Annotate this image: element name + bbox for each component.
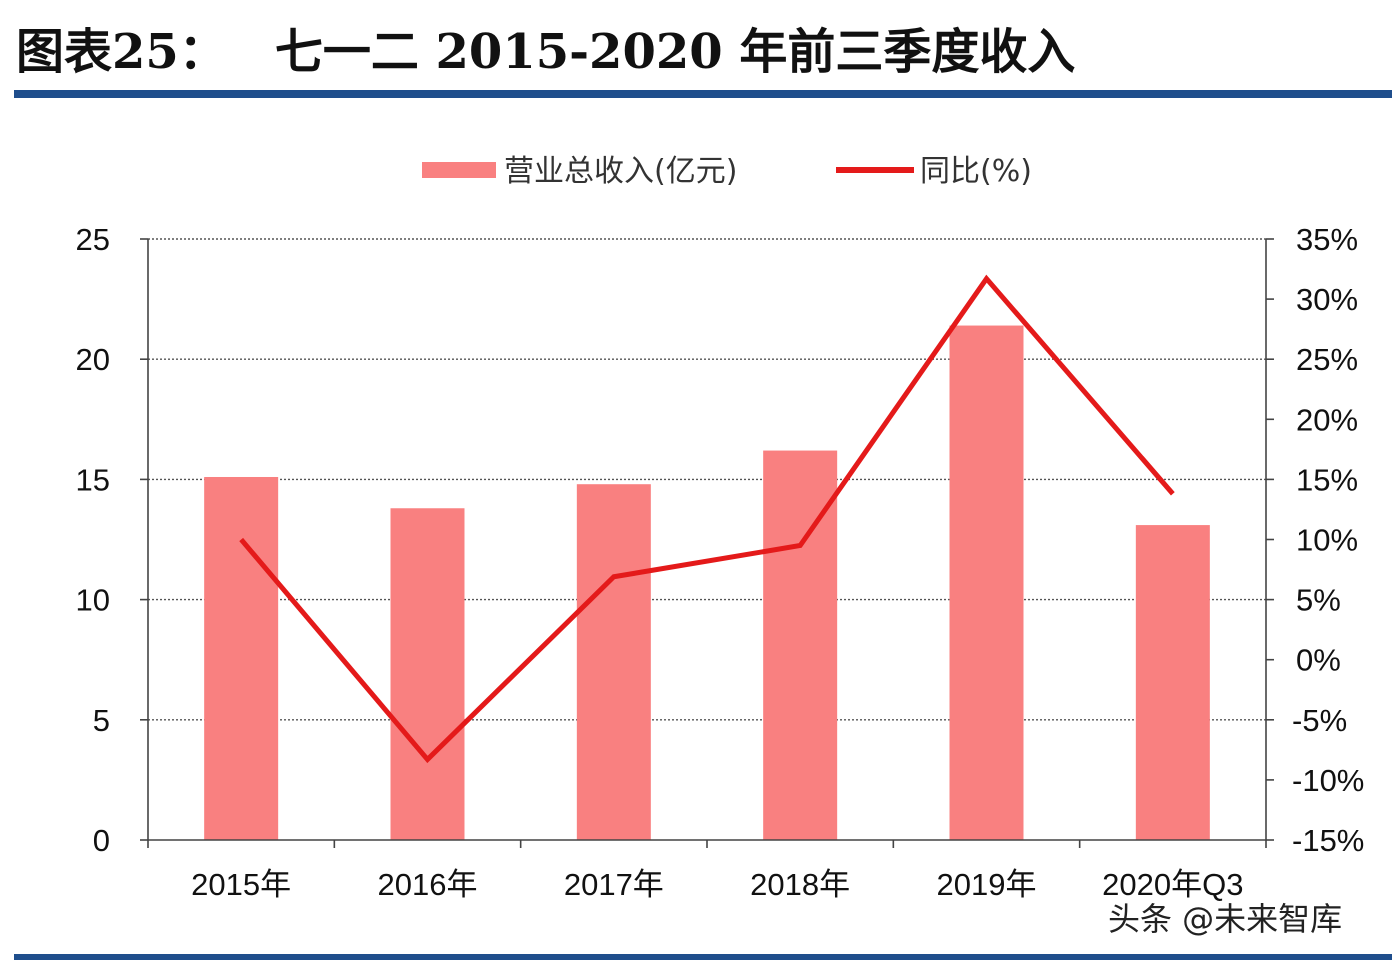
left-axis-tick-label: 25 — [76, 222, 110, 257]
watermark: 头条 @未来智库 — [1108, 900, 1343, 938]
left-axis-tick-label: 20 — [76, 342, 110, 377]
x-axis-tick-label: 2019年 — [937, 867, 1037, 902]
left-axis-tick-label: 5 — [93, 703, 110, 738]
legend-swatch-bar — [422, 162, 496, 178]
bar-series — [204, 325, 1210, 840]
right-axis-tick-label: 35% — [1296, 222, 1358, 257]
left-axis-tick-label: 10 — [76, 583, 110, 618]
figure-title: 七一二 2015-2020 年前三季度收入 — [274, 24, 1076, 80]
line-series — [239, 274, 1175, 764]
legend: 营业总收入(亿元) 同比(%) — [422, 154, 1032, 189]
gridlines — [148, 238, 1266, 721]
right-axis-tick-label: 15% — [1296, 462, 1358, 497]
right-axis-tick-label: 0% — [1296, 643, 1341, 678]
x-axis-tick-label: 2018年 — [750, 867, 850, 902]
right-axis-tick-label: 20% — [1296, 402, 1358, 437]
bar — [1135, 525, 1210, 840]
figure-label: 图表25： — [16, 24, 227, 80]
right-axis-tick-label: -15% — [1292, 823, 1364, 858]
x-axis-tick-label: 2016年 — [378, 867, 478, 902]
x-axis-tick-label: 2015年 — [191, 867, 291, 902]
title-rule — [14, 90, 1392, 98]
footer-rule — [14, 954, 1392, 960]
legend-label-bar: 营业总收入(亿元) — [504, 154, 737, 189]
bar — [204, 476, 279, 840]
yoy-line — [239, 274, 1175, 764]
bar — [949, 325, 1024, 840]
chart-title: 图表25： 七一二 2015-2020 年前三季度收入 — [16, 14, 1376, 80]
left-axis-tick-label: 0 — [93, 823, 110, 858]
right-axis-tick-label: 30% — [1296, 282, 1358, 317]
bar — [390, 508, 465, 840]
right-axis-tick-label: -5% — [1292, 703, 1347, 738]
bar — [763, 450, 838, 840]
x-axis-tick-label: 2020年Q3 — [1102, 867, 1243, 902]
axes: 0 5 10 15 20 25 -15% -10% -5% 0% 5% 10% 15% 20% 25% 30%… — [76, 222, 1365, 902]
right-axis-tick-label: 25% — [1296, 342, 1358, 377]
right-axis-tick-label: 5% — [1296, 583, 1341, 618]
legend-label-line: 同比(%) — [920, 154, 1032, 189]
right-axis-tick-label: -10% — [1292, 763, 1364, 798]
x-axis-tick-label: 2017年 — [564, 867, 664, 902]
right-axis-tick-label: 10% — [1296, 523, 1358, 558]
bar — [576, 484, 651, 840]
left-axis-tick-label: 15 — [76, 462, 110, 497]
